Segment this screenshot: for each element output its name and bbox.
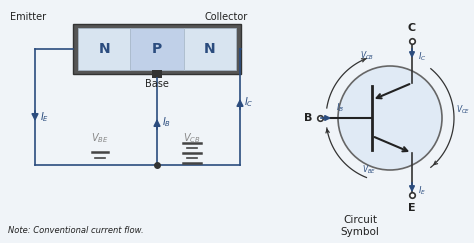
Text: $I_C$: $I_C$	[418, 50, 427, 62]
Text: N: N	[98, 42, 110, 56]
Text: Note: Conventional current flow.: Note: Conventional current flow.	[8, 226, 144, 235]
Text: Collector: Collector	[205, 12, 248, 22]
Bar	[130, 28, 184, 70]
Text: $I_E$: $I_E$	[418, 184, 426, 197]
Text: $V_{CE}$: $V_{CE}$	[456, 103, 470, 115]
Bar	[152, 70, 162, 78]
Text: B: B	[304, 113, 312, 123]
Text: E: E	[408, 203, 416, 213]
Text: $V_{CB}$: $V_{CB}$	[183, 131, 201, 145]
Text: $I_C$: $I_C$	[244, 95, 254, 109]
Text: Base: Base	[145, 79, 169, 89]
Text: C: C	[408, 23, 416, 33]
Text: N: N	[204, 42, 216, 56]
Text: Circuit
Symbol: Circuit Symbol	[340, 215, 380, 237]
Text: P: P	[152, 42, 162, 56]
Bar	[184, 28, 236, 70]
Text: $I_B$: $I_B$	[336, 101, 344, 113]
Bar	[78, 28, 130, 70]
Text: $I_B$: $I_B$	[162, 115, 171, 129]
Text: $V_{BE}$: $V_{BE}$	[91, 131, 109, 145]
Text: Emitter: Emitter	[10, 12, 46, 22]
Text: $V_{BE}$: $V_{BE}$	[362, 163, 376, 175]
Text: $V_{CB}$: $V_{CB}$	[360, 49, 374, 61]
Bar	[73, 24, 241, 74]
Circle shape	[338, 66, 442, 170]
Text: $I_E$: $I_E$	[40, 110, 49, 124]
